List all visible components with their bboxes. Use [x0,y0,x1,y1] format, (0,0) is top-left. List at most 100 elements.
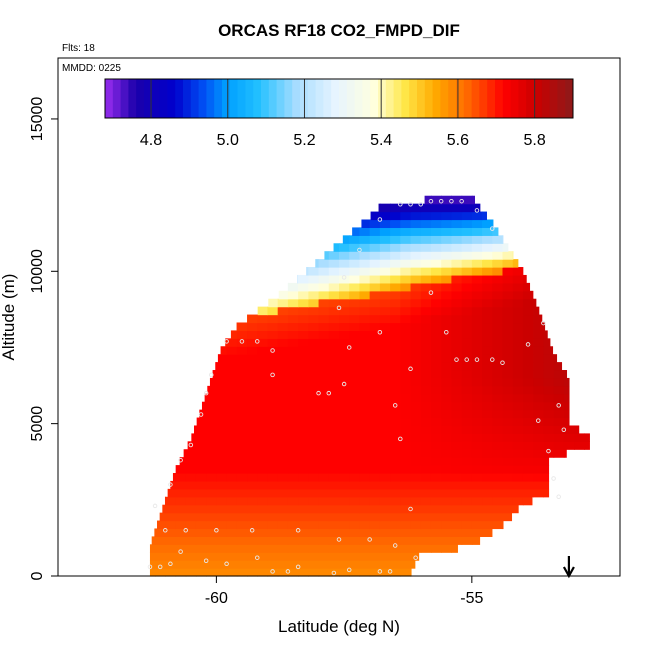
heat-cell [430,211,442,221]
heat-cell [209,377,217,387]
colorbar-cell [261,79,270,118]
heat-cell [328,417,340,427]
heat-cell [339,346,350,355]
heat-cell [430,370,442,379]
heat-cell [308,504,320,514]
heat-cell [461,377,473,387]
heat-cell [298,322,309,331]
heat-cell [339,536,350,545]
heat-cell [298,354,309,363]
heat-cell [451,314,463,324]
heatmap-cells [149,195,590,577]
heat-cell [298,473,309,482]
heat-cell [492,219,494,229]
heat-cell [206,465,217,474]
heat-cell [410,346,422,355]
heat-cell [236,449,248,458]
heat-cell [482,243,493,252]
heat-cell [287,520,299,530]
heat-cell [543,362,555,371]
flight-point [346,567,352,573]
heat-cell [247,377,258,387]
heat-cell [369,330,381,339]
heat-cell [257,504,269,514]
heat-cell [349,385,361,395]
heat-cell [287,377,299,387]
heat-cell [359,377,371,387]
heat-cell [339,385,350,395]
heat-cell [471,203,481,213]
heat-cell [451,306,463,316]
heat-cell [204,393,207,403]
heat-cell [298,465,309,474]
heat-cell [512,488,524,498]
colorbar-cell [331,79,340,118]
heat-cell [410,560,416,569]
heat-cell [212,370,217,379]
heat-cell [471,449,483,458]
heat-cell [267,528,279,537]
heat-cell [267,512,279,522]
heat-cell [482,512,493,522]
heat-cell [441,267,452,276]
heat-cell [543,393,555,403]
heat-cell [287,322,299,331]
heat-cell [359,290,371,300]
heat-cell [461,362,473,371]
heat-cell [359,370,371,379]
heat-cell [461,314,473,324]
heat-cell [502,362,514,371]
heat-cell [410,306,422,316]
heat-cell [482,465,493,474]
heat-cell [451,370,463,379]
heat-cell [420,496,432,506]
heat-cell [379,496,391,506]
heat-cell [410,211,422,221]
heat-cell [206,488,217,498]
heat-cell [359,401,371,411]
heat-cell [267,568,279,577]
heat-cell [400,370,412,379]
heat-cell [430,417,442,427]
heat-cell [451,322,463,331]
colorbar-cell [144,79,153,118]
heat-cell [563,425,575,434]
heat-cell [247,346,258,355]
heat-cell [379,243,391,252]
heat-cell [400,235,412,244]
heat-cell [369,552,381,561]
heat-cell [400,520,412,530]
colorbar-cell [136,79,145,118]
heat-cell [492,346,504,355]
heat-cell [553,401,565,411]
colorbar-cell [315,79,324,118]
heat-cell [318,473,330,482]
heat-cell [247,433,258,442]
colorbar-cell [159,79,168,118]
heat-cell [216,488,228,498]
heat-cell [298,409,309,419]
heat-cell [553,362,563,371]
heat-cell [277,528,289,537]
heat-cell [441,385,452,395]
heat-cell [512,362,524,371]
heat-cell [155,568,166,577]
heat-cell [482,235,493,244]
heat-cell [379,354,391,363]
heat-cell [328,441,340,450]
heat-cell [328,338,340,347]
heat-cell [369,219,381,229]
flight-point [449,198,454,204]
heat-cell [420,338,432,347]
heat-cell [451,282,463,292]
heat-cell [298,338,309,347]
heat-cell [553,441,565,450]
heat-cell [195,488,207,498]
heat-cell [461,520,473,530]
heat-cell [318,354,330,363]
heat-cell [236,441,248,450]
heat-cell [154,528,156,537]
heat-cell [400,203,412,213]
heat-cell [420,441,432,450]
heat-cell [461,211,473,221]
